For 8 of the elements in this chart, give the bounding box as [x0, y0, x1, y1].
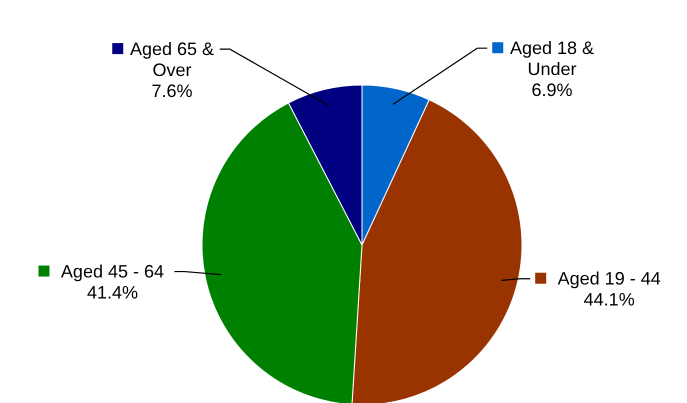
data-label: 6.9% — [531, 80, 573, 100]
legend-label: Aged 45 - 64 — [60, 262, 164, 282]
legend-label: Aged 19 - 44 — [558, 268, 661, 289]
data-label: 44.1% — [584, 290, 635, 310]
data-label: 41.4% — [86, 282, 138, 303]
legend-label: Aged 18 & Under — [510, 38, 594, 80]
legend-label: Aged 65 & Over — [130, 39, 214, 80]
data-label: 7.6% — [151, 81, 193, 102]
